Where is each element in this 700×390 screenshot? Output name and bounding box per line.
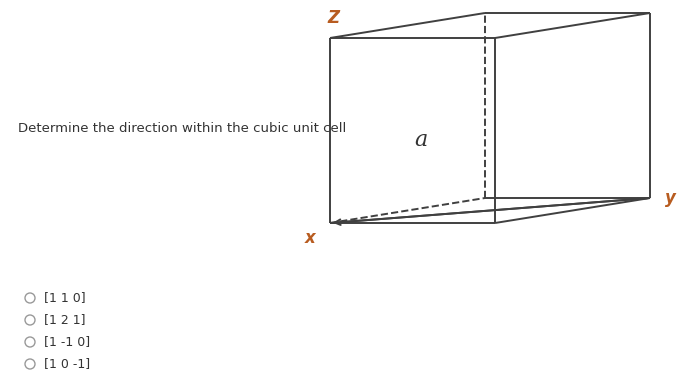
Text: [1 -1 0]: [1 -1 0] xyxy=(44,335,90,349)
Text: [1 2 1]: [1 2 1] xyxy=(44,314,85,326)
Text: y: y xyxy=(664,189,676,207)
Text: a: a xyxy=(414,129,428,151)
Text: x: x xyxy=(304,229,316,247)
Text: Determine the direction within the cubic unit cell: Determine the direction within the cubic… xyxy=(18,122,346,135)
Text: [1 1 0]: [1 1 0] xyxy=(44,291,85,305)
Text: [1 0 -1]: [1 0 -1] xyxy=(44,358,90,370)
Text: Z: Z xyxy=(327,9,339,27)
